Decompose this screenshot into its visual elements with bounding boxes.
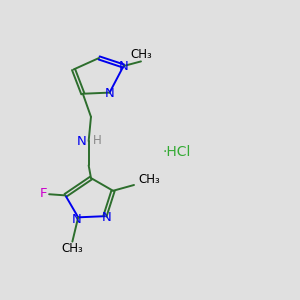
Text: CH₃: CH₃ (139, 173, 160, 186)
Text: CH₃: CH₃ (61, 242, 83, 255)
Text: N: N (71, 213, 81, 226)
Text: H: H (92, 134, 101, 147)
Text: N: N (76, 135, 86, 148)
Text: ·HCl: ·HCl (163, 145, 191, 158)
Text: N: N (102, 211, 112, 224)
Text: F: F (39, 187, 47, 200)
Text: N: N (119, 59, 129, 73)
Text: CH₃: CH₃ (130, 48, 152, 61)
Text: N: N (105, 87, 115, 100)
